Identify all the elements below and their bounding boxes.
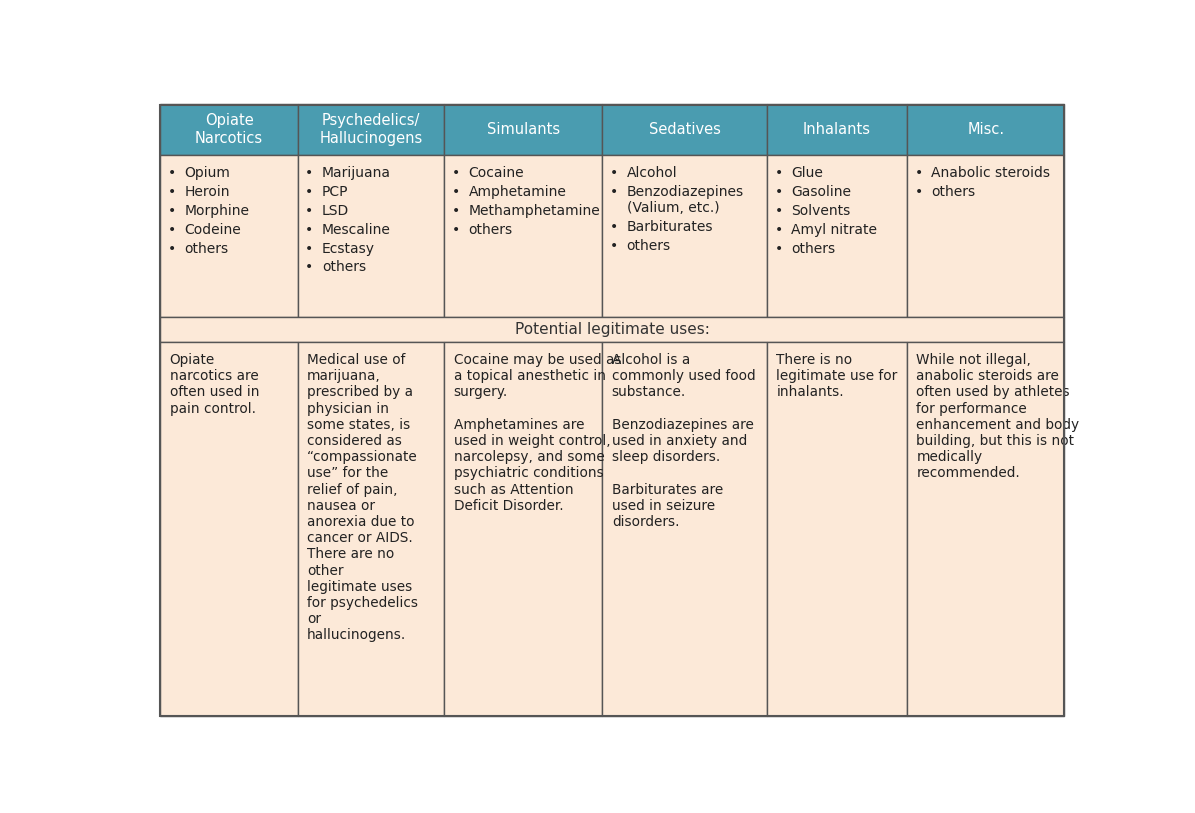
Text: Opiate
Narcotics: Opiate Narcotics: [195, 113, 263, 146]
Text: •: •: [914, 185, 923, 199]
Text: Gasoline: Gasoline: [791, 185, 851, 199]
Text: Marijuana: Marijuana: [321, 167, 391, 180]
Text: Alcohol: Alcohol: [626, 167, 678, 180]
Text: Heroin: Heroin: [184, 185, 231, 199]
Text: •: •: [452, 185, 460, 199]
Bar: [298, 341, 445, 716]
Bar: [445, 104, 602, 155]
Text: others: others: [931, 185, 975, 199]
Bar: [602, 104, 767, 155]
Text: others: others: [791, 241, 835, 255]
Text: •: •: [609, 167, 618, 180]
Text: Benzodiazepines: Benzodiazepines: [626, 185, 743, 199]
Text: Barbiturates: Barbiturates: [626, 220, 713, 234]
Text: Amyl nitrate: Amyl nitrate: [791, 223, 877, 237]
Text: Cocaine may be used as
a topical anesthetic in
surgery.

Amphetamines are
used i: Cocaine may be used as a topical anesthe…: [454, 353, 621, 513]
Text: Codeine: Codeine: [184, 223, 241, 237]
Text: Potential legitimate uses:: Potential legitimate uses:: [515, 322, 710, 337]
Text: •: •: [774, 223, 783, 237]
Text: •: •: [452, 204, 460, 218]
Bar: [767, 104, 907, 155]
Text: Opiate
narcotics are
often used in
pain control.: Opiate narcotics are often used in pain …: [170, 353, 259, 415]
Bar: [602, 155, 767, 317]
Text: •: •: [774, 167, 783, 180]
Text: Glue: Glue: [791, 167, 823, 180]
Bar: [907, 155, 1065, 317]
Text: •: •: [167, 204, 176, 218]
Bar: [160, 104, 298, 155]
Text: •: •: [452, 167, 460, 180]
Bar: [160, 317, 1065, 341]
Text: •: •: [609, 239, 618, 253]
Text: others: others: [626, 239, 670, 253]
Text: •: •: [774, 204, 783, 218]
Text: •: •: [305, 204, 313, 218]
Text: There is no
legitimate use for
inhalants.: There is no legitimate use for inhalants…: [777, 353, 897, 399]
Text: •: •: [452, 223, 460, 237]
Bar: [160, 341, 298, 716]
Text: Cocaine: Cocaine: [468, 167, 525, 180]
Text: •: •: [305, 241, 313, 255]
Bar: [445, 155, 602, 317]
Text: Inhalants: Inhalants: [803, 122, 871, 137]
Text: •: •: [609, 220, 618, 234]
Text: Solvents: Solvents: [791, 204, 851, 218]
Text: others: others: [468, 223, 513, 237]
Text: •: •: [774, 241, 783, 255]
Bar: [602, 341, 767, 716]
Text: Ecstasy: Ecstasy: [321, 241, 375, 255]
Text: Alcohol is a
commonly used food
substance.

Benzodiazepines are
used in anxiety : Alcohol is a commonly used food substanc…: [612, 353, 755, 529]
Text: •: •: [167, 185, 176, 199]
Bar: [767, 155, 907, 317]
Text: Methamphetamine: Methamphetamine: [468, 204, 600, 218]
Text: Anabolic steroids: Anabolic steroids: [931, 167, 1050, 180]
Bar: [160, 155, 298, 317]
Text: others: others: [184, 241, 228, 255]
Text: Opium: Opium: [184, 167, 231, 180]
Text: Morphine: Morphine: [184, 204, 250, 218]
Text: Sedatives: Sedatives: [649, 122, 721, 137]
Bar: [445, 341, 602, 716]
Text: Medical use of
marijuana,
prescribed by a
physician in
some states, is
considere: Medical use of marijuana, prescribed by …: [307, 353, 418, 642]
Text: •: •: [305, 260, 313, 274]
Bar: [907, 341, 1065, 716]
Text: Misc.: Misc.: [967, 122, 1004, 137]
Text: Simulants: Simulants: [486, 122, 560, 137]
Text: Mescaline: Mescaline: [321, 223, 391, 237]
Text: •: •: [167, 167, 176, 180]
Text: •: •: [305, 223, 313, 237]
Text: Amphetamine: Amphetamine: [468, 185, 566, 199]
Text: •: •: [305, 185, 313, 199]
Text: LSD: LSD: [321, 204, 349, 218]
Text: •: •: [305, 167, 313, 180]
Bar: [298, 155, 445, 317]
Text: Psychedelics/
Hallucinogens: Psychedelics/ Hallucinogens: [319, 113, 423, 146]
Text: others: others: [321, 260, 366, 274]
Text: •: •: [167, 241, 176, 255]
Bar: [298, 104, 445, 155]
Text: PCP: PCP: [321, 185, 349, 199]
Bar: [767, 341, 907, 716]
Bar: [907, 104, 1065, 155]
Text: •: •: [774, 185, 783, 199]
Text: •: •: [167, 223, 176, 237]
Text: •: •: [914, 167, 923, 180]
Text: •: •: [609, 185, 618, 199]
Text: While not illegal,
anabolic steroids are
often used by athletes
for performance
: While not illegal, anabolic steroids are…: [917, 353, 1079, 480]
Text: (Valium, etc.): (Valium, etc.): [626, 202, 719, 215]
